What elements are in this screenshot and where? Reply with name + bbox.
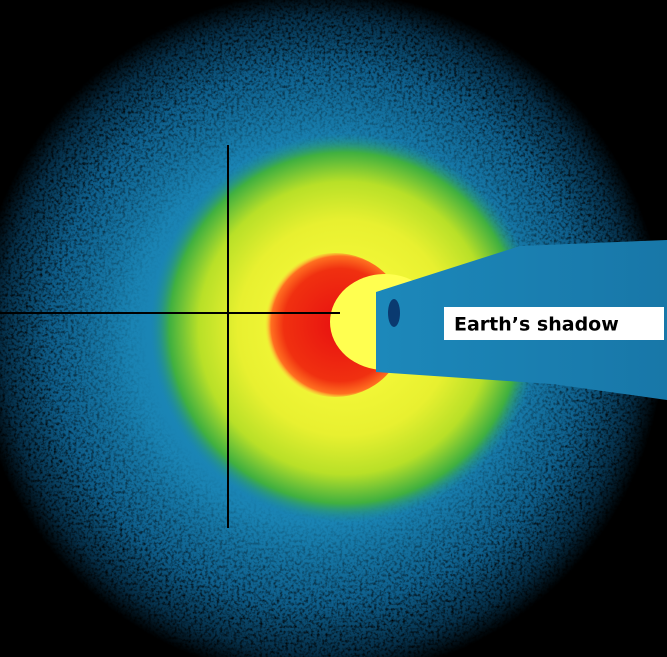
label: Earth’s shadow: [454, 314, 619, 336]
label-box: [444, 307, 664, 340]
shadow-spot: [388, 299, 400, 327]
